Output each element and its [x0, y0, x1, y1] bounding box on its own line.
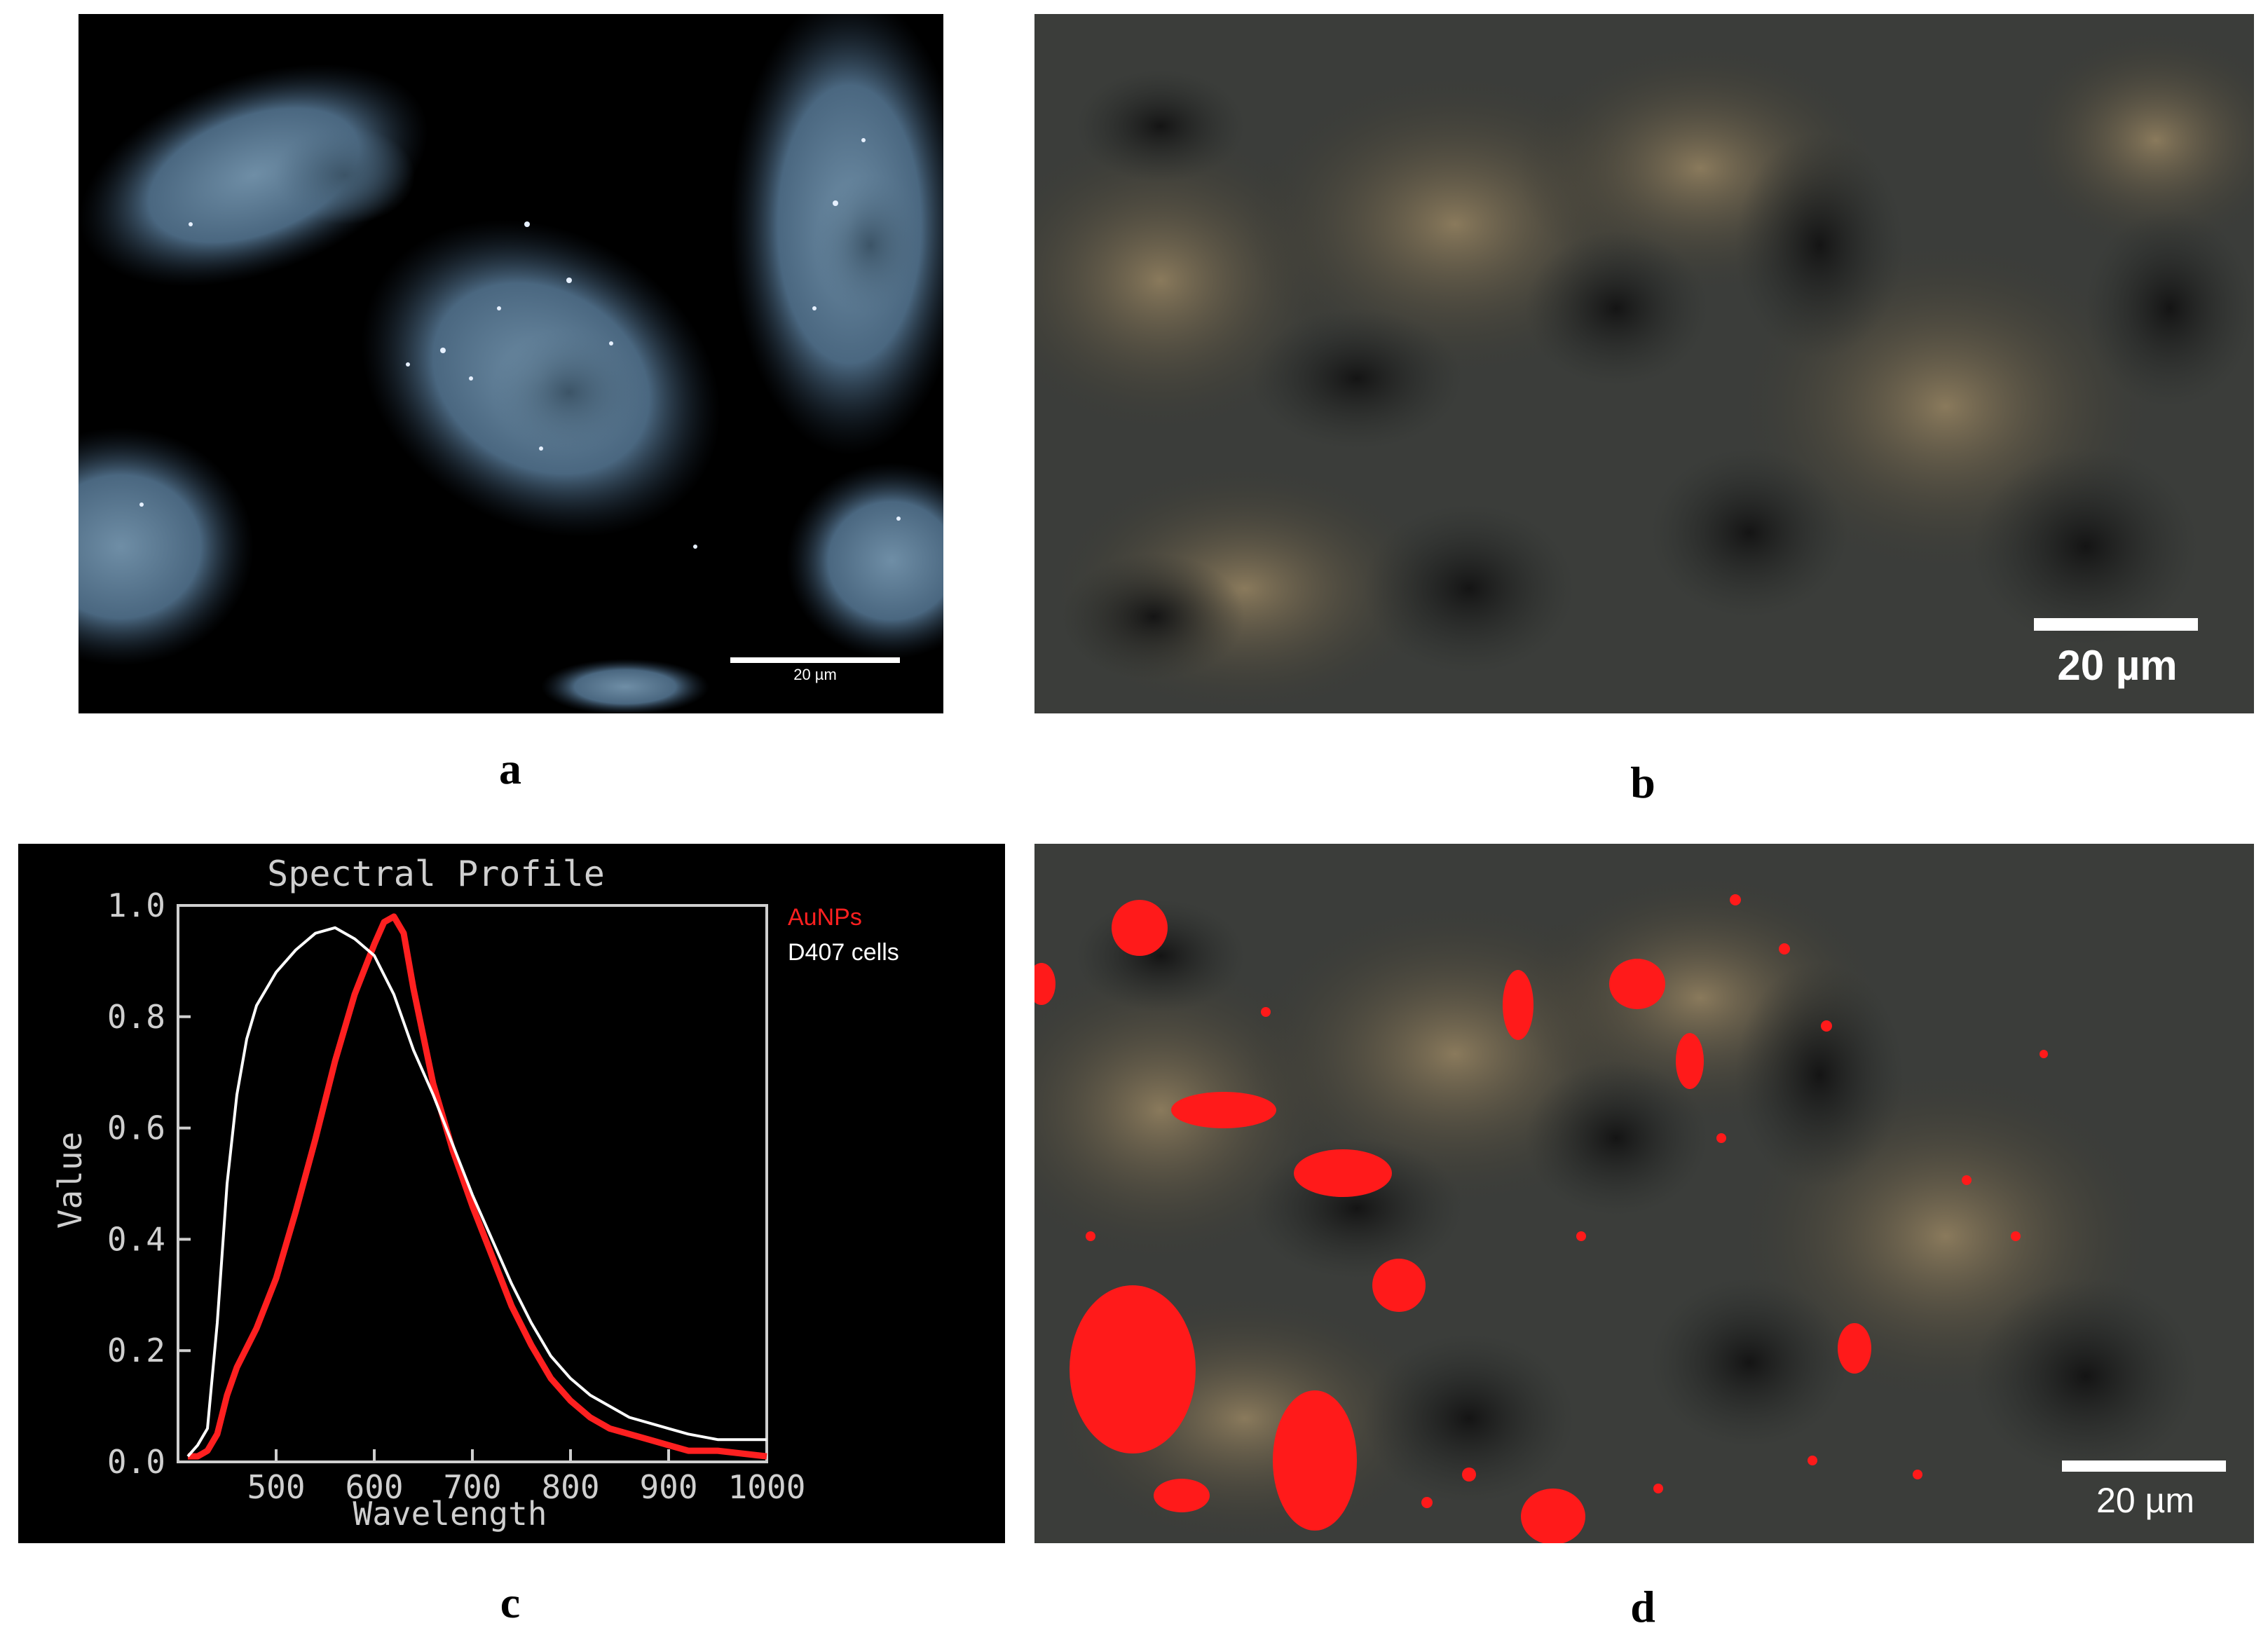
- panel-b-image: [1034, 14, 2254, 713]
- panel-b-micrograph: 20 µm: [1034, 14, 2254, 713]
- legend-entry-aunps: AuNPs: [788, 904, 862, 931]
- panel-a-micrograph: 20 µm: [78, 14, 943, 713]
- panel-d-image: [1034, 844, 2254, 1543]
- y-tick-label: 0.2: [107, 1332, 165, 1369]
- chart-title: Spectral Profile: [267, 854, 605, 894]
- panel-a-image: [78, 14, 943, 713]
- x-tick-label: 500: [247, 1468, 305, 1506]
- panel-a-scale-label: 20 µm: [793, 666, 837, 683]
- panel-c-letter: c: [500, 1578, 521, 1627]
- panel-d-letter: d: [1630, 1582, 1655, 1631]
- panel-b-scale-label: 20 µm: [2057, 642, 2178, 689]
- series-line-aunps: [188, 913, 767, 1460]
- y-tick-label: 0.4: [107, 1220, 165, 1258]
- x-tick-label: 800: [541, 1468, 599, 1506]
- series-lines: [186, 913, 767, 1460]
- panel-b-scale-bar: [2034, 618, 2198, 631]
- y-tick-label: 0.6: [107, 1109, 165, 1147]
- x-tick-label: 600: [345, 1468, 403, 1506]
- panel-a-letter: a: [499, 744, 521, 793]
- spectral-profile-chart: Spectral Profile 500 600 700 800 900 1000 0.0 0…: [51, 854, 899, 1533]
- panel-d-micrograph: 20 µm: [1034, 844, 2254, 1543]
- panel-d-scale-bar: [2062, 1460, 2226, 1472]
- x-tick-label: 900: [639, 1468, 697, 1506]
- x-tick-label: 700: [443, 1468, 501, 1506]
- x-axis-label: Wavelength: [353, 1495, 547, 1533]
- aunp-overlay-regions: [1034, 894, 2048, 1543]
- y-tick-label: 0.8: [107, 998, 165, 1036]
- panel-a-scale-bar: [730, 657, 900, 663]
- y-axis-label: Value: [51, 1132, 89, 1229]
- y-tick-label: 0.0: [107, 1443, 165, 1481]
- x-tick-label: 1000: [728, 1468, 806, 1506]
- legend-entry-d407-cells: D407 cells: [788, 939, 899, 966]
- axis-ticks: 500 600 700 800 900 1000 0.0 0.2 0.4 0.6 0.8 1.0: [107, 887, 805, 1506]
- series-line-d407-cells: [186, 926, 767, 1458]
- panel-d-scale-label: 20 µm: [2096, 1481, 2194, 1520]
- panel-b-letter: b: [1630, 758, 1655, 807]
- y-tick-label: 1.0: [107, 887, 165, 924]
- panel-c-chart: Spectral Profile 500 600 700 800 900 1000 0.0 0…: [18, 844, 1005, 1543]
